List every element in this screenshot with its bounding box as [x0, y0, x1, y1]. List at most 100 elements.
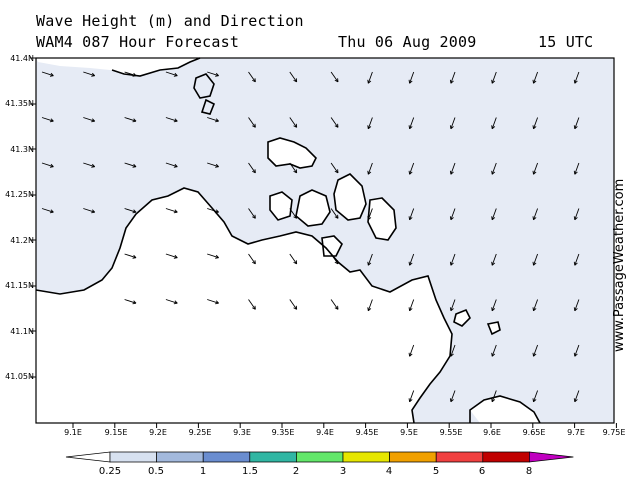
- wave-arrow: [574, 71, 580, 84]
- wave-arrow-head: [449, 170, 452, 175]
- wave-arrow-head: [409, 353, 413, 357]
- wave-arrow-head: [215, 302, 219, 305]
- wave-arrow-head: [215, 166, 219, 168]
- wave-arrow-head: [409, 80, 413, 84]
- wave-arrow-head: [174, 300, 178, 304]
- wave-arrow-head: [252, 216, 256, 219]
- wave-arrow-head: [449, 125, 452, 129]
- wave-arrow: [124, 208, 137, 213]
- wave-arrow: [165, 117, 178, 122]
- lon-label-9.7: 9.7E: [567, 428, 585, 437]
- wave-arrow: [289, 253, 298, 265]
- wave-arrow: [450, 117, 456, 129]
- wave-arrow-head: [173, 302, 178, 305]
- wave-arrow-head: [173, 120, 178, 123]
- wave-arrow: [491, 208, 497, 220]
- wave-arrow: [124, 117, 137, 122]
- wave-arrow-head: [215, 75, 219, 77]
- wave-arrow: [450, 344, 456, 357]
- wave-arrow-head: [450, 308, 454, 312]
- wave-arrow-head: [133, 72, 137, 77]
- wave-arrow: [330, 71, 339, 83]
- wave-arrow-head: [450, 262, 454, 266]
- wave-arrow-head: [573, 261, 576, 266]
- wave-arrow-head: [215, 163, 219, 168]
- wave-arrow: [124, 253, 137, 259]
- wave-arrow-head: [491, 399, 496, 403]
- lat-label-41.15: 41.15N: [5, 281, 34, 290]
- lon-label-9.6: 9.6E: [483, 428, 501, 437]
- wave-arrow: [533, 162, 539, 175]
- wave-arrow: [409, 390, 415, 402]
- wave-arrow-head: [252, 307, 256, 310]
- wave-arrow: [207, 117, 219, 122]
- wave-arrow-head: [408, 307, 411, 311]
- wave-arrow: [165, 299, 178, 304]
- wave-arrow-head: [408, 79, 411, 84]
- wave-arrow-head: [449, 307, 452, 311]
- wave-arrow-head: [449, 261, 452, 266]
- wave-arrow-head: [367, 217, 372, 221]
- wave-arrow-head: [449, 79, 452, 84]
- wave-arrow-head: [491, 217, 496, 221]
- lon-label-9.2: 9.2E: [149, 428, 167, 437]
- wave-arrow: [289, 299, 298, 310]
- wave-arrow: [330, 253, 339, 265]
- wave-arrow-head: [450, 126, 454, 130]
- corsica-south-tip: [268, 138, 316, 168]
- wave-arrow-head: [367, 171, 372, 175]
- wave-arrow: [289, 71, 298, 83]
- wave-arrow: [165, 71, 178, 77]
- wave-arrow: [289, 162, 298, 174]
- lat-label-41.2: 41.2N: [10, 236, 34, 245]
- wave-arrow-head: [173, 75, 178, 77]
- wave-arrow: [207, 253, 219, 259]
- wave-arrow-head: [252, 261, 256, 265]
- wave-arrow-head: [409, 399, 413, 403]
- wave-arrow-head: [574, 353, 578, 357]
- wave-arrow-head: [409, 262, 413, 266]
- wave-arrow-head: [133, 209, 137, 213]
- wave-arrow-head: [449, 352, 452, 357]
- wave-arrow-head: [533, 217, 537, 221]
- wave-arrow-head: [409, 217, 413, 221]
- wave-arrow-head: [367, 170, 369, 175]
- wave-arrow-head: [574, 171, 578, 175]
- wave-arrow: [533, 71, 539, 84]
- maddalena-coast-3: [367, 197, 397, 241]
- wave-arrow-head: [49, 166, 54, 168]
- wave-arrow-head: [533, 126, 537, 130]
- wave-arrow: [491, 253, 497, 266]
- wave-arrow: [409, 299, 415, 311]
- wave-arrow: [83, 162, 95, 168]
- wave-arrow-head: [491, 398, 493, 402]
- wave-arrow-head: [174, 209, 178, 213]
- wave-arrow-head: [449, 216, 452, 220]
- wave-arrow-head: [532, 170, 534, 175]
- wave-arrow: [491, 344, 497, 357]
- axis-ticks: [30, 57, 617, 428]
- wave-arrow: [330, 299, 339, 310]
- wave-arrow-head: [91, 118, 96, 122]
- wave-arrow: [248, 208, 256, 219]
- wave-arrow-head: [573, 170, 576, 175]
- wave-arrow-head: [450, 171, 454, 175]
- wave-arrow-head: [367, 308, 372, 312]
- wave-arrow: [41, 71, 54, 77]
- wave-arrow: [491, 390, 497, 402]
- colorbar-segment: [435, 451, 484, 463]
- wave-arrow-head: [215, 211, 219, 214]
- wave-arrow: [330, 208, 339, 219]
- lon-label-9.15: 9.15E: [104, 428, 128, 437]
- wave-arrow: [330, 162, 339, 174]
- wave-arrow-head: [173, 257, 178, 259]
- lat-label-41.05: 41.05N: [5, 372, 34, 381]
- wave-arrow-head: [532, 307, 534, 311]
- wave-arrow-head: [49, 75, 54, 77]
- wave-arrow-head: [491, 307, 493, 311]
- corsica-tip-coast: [267, 137, 317, 169]
- wave-arrow: [83, 208, 95, 213]
- colorbar-segment: [482, 451, 530, 463]
- wave-arrow-head: [132, 120, 137, 123]
- wave-arrow-head: [91, 120, 95, 123]
